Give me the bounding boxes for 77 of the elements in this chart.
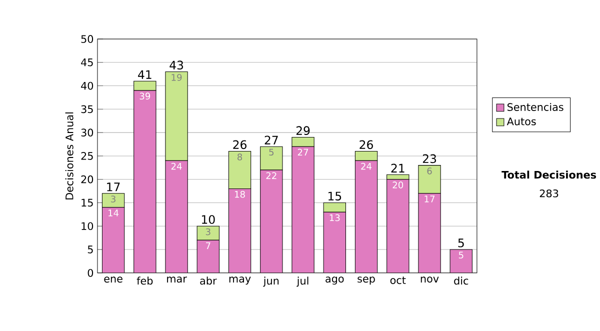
data-label: 5: [458, 252, 464, 258]
bar: [134, 90, 156, 273]
bar: [165, 160, 188, 273]
total-label: 26: [360, 140, 373, 149]
bar: [323, 202, 346, 212]
x-tick-label: oct: [390, 276, 406, 284]
bar: [418, 193, 441, 273]
bar: [228, 150, 252, 189]
x-tick-label: abr: [200, 276, 217, 284]
bar: [260, 146, 283, 170]
bar: [386, 179, 409, 273]
y-axis-title: Decisiones Anual: [65, 112, 74, 200]
total-label: 17: [107, 182, 120, 191]
data-label: 39: [140, 92, 150, 100]
bar: [228, 188, 251, 273]
data-label: 19: [172, 74, 182, 81]
total-label: 43: [170, 60, 184, 70]
y-tick-label: 10: [82, 222, 94, 230]
bar: [418, 164, 441, 194]
legend-label: Autos: [506, 117, 536, 126]
y-tick-label: 15: [82, 198, 93, 206]
y-tick-label: 50: [81, 34, 94, 43]
data-label: 18: [234, 190, 245, 198]
data-label: 20: [392, 181, 404, 188]
x-tick-label: may: [229, 276, 251, 284]
text: Total Decisiones: [502, 170, 596, 178]
bar: [292, 136, 314, 147]
data-label: 8: [237, 153, 242, 160]
bar: [197, 240, 220, 273]
data-label: 24: [171, 162, 182, 170]
data-label: 7: [206, 242, 210, 249]
x-tick-label: ene: [104, 276, 122, 282]
y-tick-label: 35: [81, 105, 93, 113]
data-label: 17: [424, 195, 435, 202]
total-label: 26: [233, 140, 246, 149]
bar: [196, 226, 220, 240]
y-tick-label: 25: [81, 152, 93, 160]
bar: [324, 212, 346, 273]
total-label: 5: [458, 238, 464, 248]
x-tick-label: sep: [358, 276, 375, 284]
total-label: 29: [296, 126, 310, 135]
data-label: 22: [266, 172, 276, 179]
bar: [292, 146, 314, 273]
x-tick-label: feb: [136, 276, 153, 284]
y-tick-label: 40: [81, 82, 94, 90]
total-label: 27: [264, 136, 278, 144]
y-tick-label: 5: [88, 245, 93, 254]
data-label: 14: [108, 209, 119, 216]
bar: [354, 150, 378, 161]
total-label: 23: [422, 154, 436, 163]
text: 283: [540, 189, 558, 198]
y-tick-label: 0: [88, 268, 94, 277]
bar: [102, 207, 124, 273]
total-label: 10: [202, 214, 215, 224]
bar: [450, 249, 472, 273]
x-tick-label: dic: [454, 276, 468, 284]
data-label: 13: [330, 214, 340, 221]
x-tick-label: jul: [296, 276, 308, 287]
y-tick-label: 20: [81, 175, 94, 184]
data-label: 5: [269, 148, 274, 156]
y-tick-label: 45: [81, 58, 93, 66]
data-label: 6: [427, 167, 432, 174]
data-label: 27: [298, 148, 308, 156]
bar: [355, 160, 378, 273]
total-label: 15: [328, 192, 342, 200]
bar: [260, 170, 282, 273]
total-label: 21: [391, 164, 404, 172]
data-label: 3: [111, 195, 116, 202]
x-tick-label: jun: [263, 276, 279, 287]
total-label: 41: [138, 70, 152, 79]
data-label: 3: [206, 228, 210, 236]
data-label: 24: [361, 162, 372, 170]
legend-label: Sentencias: [507, 102, 564, 111]
x-tick-label: ago: [326, 276, 344, 284]
x-tick-label: mar: [167, 276, 187, 282]
x-tick-label: nov: [420, 276, 439, 282]
y-tick-label: 30: [81, 128, 94, 136]
